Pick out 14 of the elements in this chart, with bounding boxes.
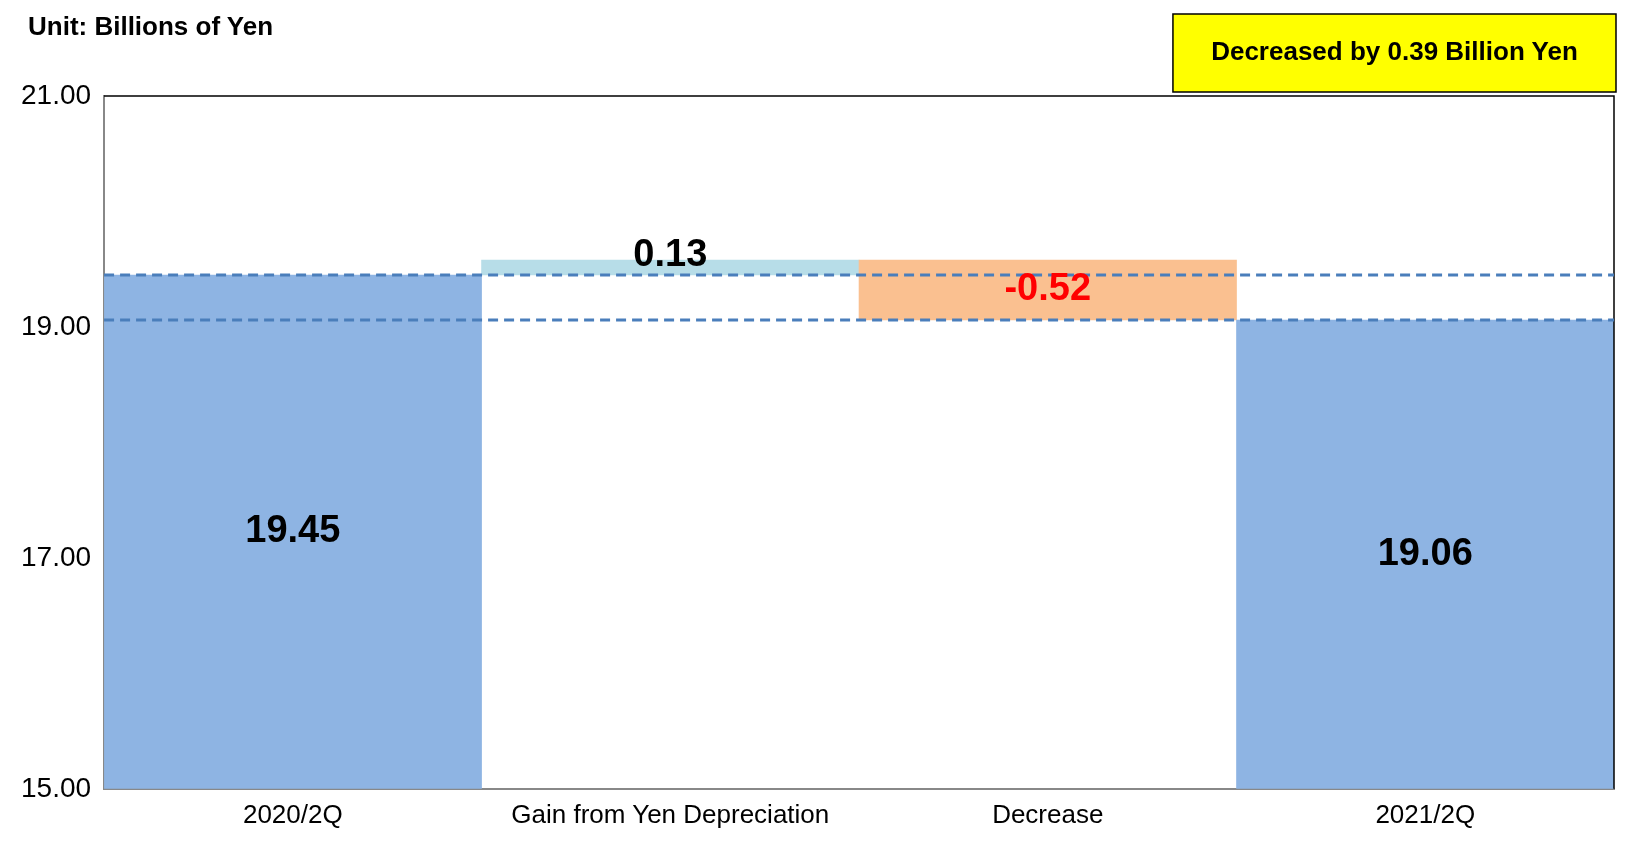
data-label: 19.45 [245,508,341,551]
y-tick-label: 17.00 [20,540,92,572]
y-tick-label: 19.00 [20,309,92,341]
x-tick-label: Gain from Yen Depreciation [511,798,830,829]
data-label: 0.13 [633,232,708,275]
x-tick-label: 2021/2Q [1375,798,1476,829]
x-tick-label: 2020/2Q [242,798,343,829]
text: Decreased by 0.39 Billion Yen [1211,36,1578,67]
y-tick-label: 21.00 [20,78,92,110]
x-tick-label: Decrease [992,798,1104,829]
data-label: 19.06 [1377,530,1473,573]
data-label: -0.52 [1004,266,1092,309]
y-tick-label: 15.00 [20,771,92,803]
text: Unit: Billions of Yen [28,11,274,42]
